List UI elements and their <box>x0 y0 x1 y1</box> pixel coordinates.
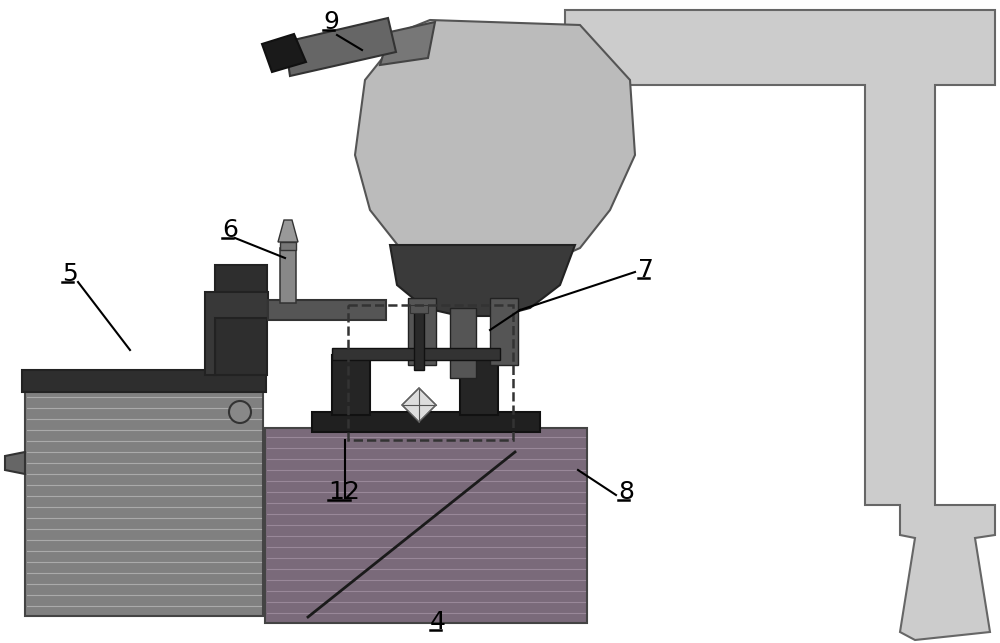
Polygon shape <box>262 34 306 72</box>
Polygon shape <box>490 298 518 365</box>
Polygon shape <box>280 242 296 250</box>
Bar <box>332 348 500 360</box>
Polygon shape <box>285 18 396 76</box>
Bar <box>332 355 370 415</box>
Circle shape <box>229 401 251 423</box>
Bar <box>280 248 296 303</box>
Polygon shape <box>408 298 436 365</box>
Bar <box>265 428 587 623</box>
Bar <box>25 388 263 616</box>
Text: 6: 6 <box>222 218 238 242</box>
Text: 9: 9 <box>323 10 339 34</box>
Polygon shape <box>450 308 476 378</box>
Polygon shape <box>402 388 436 422</box>
Text: 8: 8 <box>618 480 634 504</box>
Polygon shape <box>278 220 298 242</box>
Bar <box>460 355 498 415</box>
Polygon shape <box>205 292 268 375</box>
Polygon shape <box>380 22 435 65</box>
Bar <box>414 308 424 370</box>
Text: 7: 7 <box>638 258 654 282</box>
Bar <box>410 305 428 313</box>
Polygon shape <box>390 245 575 316</box>
Bar <box>215 265 267 375</box>
Polygon shape <box>565 10 995 640</box>
Polygon shape <box>355 20 635 272</box>
Bar <box>312 412 540 432</box>
Bar <box>348 305 513 440</box>
Bar <box>268 300 386 320</box>
Text: 4: 4 <box>430 610 446 634</box>
Text: 12: 12 <box>328 480 360 504</box>
Polygon shape <box>5 452 25 474</box>
Bar <box>22 370 266 392</box>
Text: 5: 5 <box>62 262 78 286</box>
